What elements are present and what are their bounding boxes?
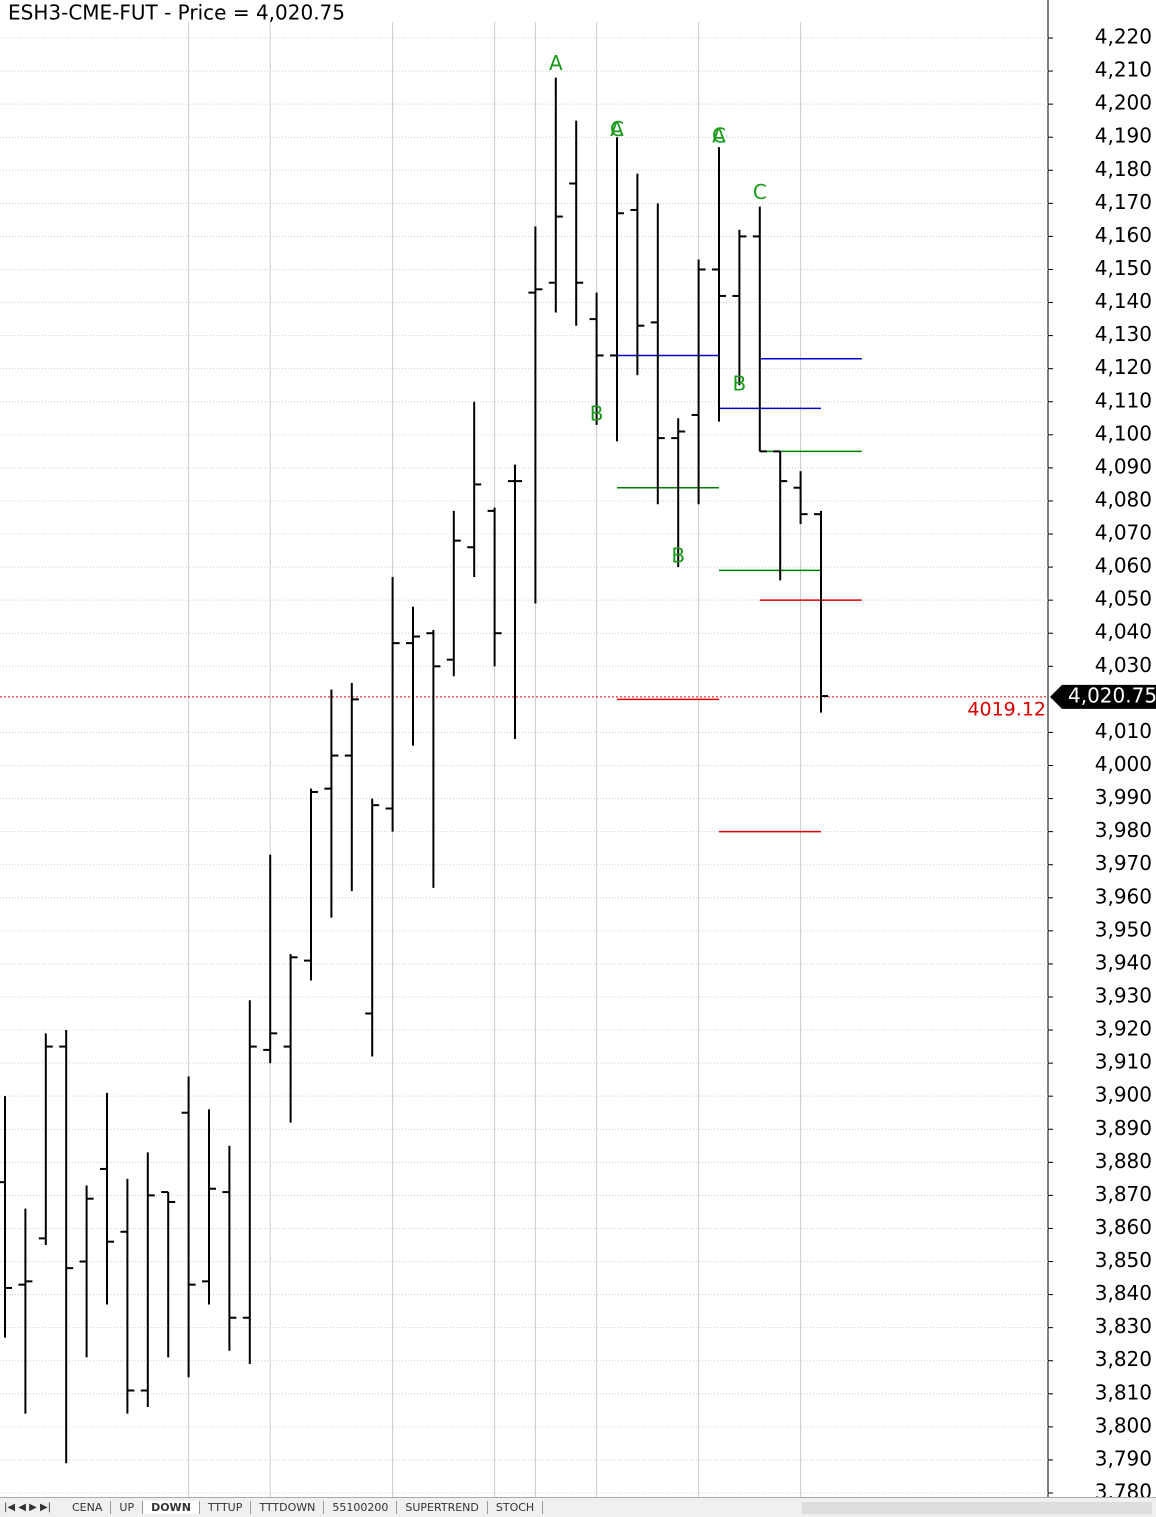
annotation: C [753,180,767,204]
y-tick-label: 3,780 [1095,1480,1152,1498]
y-tick-label: 3,820 [1095,1347,1152,1371]
annotation: C [610,117,624,141]
tab[interactable]: STOCH [488,1501,544,1514]
y-tick-label: 4,070 [1095,521,1152,545]
y-tick-label: 3,840 [1095,1281,1152,1305]
y-tick-label: 3,900 [1095,1083,1152,1107]
tab-nav[interactable]: |◀ ◀ ▶ ▶| [4,1502,52,1513]
annotation: B [733,372,747,396]
y-tick-label: 4,010 [1095,719,1152,743]
y-tick-label: 3,990 [1095,785,1152,809]
tab[interactable]: SUPERTREND [397,1501,488,1514]
tab[interactable]: CENA [64,1501,112,1514]
annotation: C [712,124,726,148]
y-tick-label: 4,220 [1095,25,1152,49]
tab-bar: |◀ ◀ ▶ ▶| CENA UP DOWN TTTUP TTTDOWN 55100200 S… [0,1497,1156,1517]
y-tick-label: 4,030 [1095,653,1152,677]
annotation: B [590,401,604,425]
y-tick-label: 4,120 [1095,355,1152,379]
y-tick-label: 3,880 [1095,1149,1152,1173]
last-price-box [1050,684,1156,709]
y-tick-label: 4,180 [1095,157,1152,181]
y-tick-label: 4,130 [1095,322,1152,346]
y-tick-label: 3,830 [1095,1314,1152,1338]
y-tick-label: 4,080 [1095,487,1152,511]
y-tick-label: 3,910 [1095,1050,1152,1074]
y-tick-label: 3,890 [1095,1116,1152,1140]
tab[interactable]: TTTUP [200,1501,252,1514]
level-note: 4019.12 [967,698,1046,720]
y-tick-label: 3,950 [1095,917,1152,941]
y-tick-label: 3,940 [1095,950,1152,974]
annotation: A [712,124,726,148]
y-tick-label: 4,210 [1095,58,1152,82]
y-tick-label: 3,920 [1095,1017,1152,1041]
tab[interactable]: UP [111,1501,144,1514]
y-tick-label: 3,850 [1095,1248,1152,1272]
y-tick-label: 3,790 [1095,1446,1152,1470]
y-tick-label: 4,150 [1095,256,1152,280]
y-tick-label: 4,140 [1095,289,1152,313]
y-tick-label: 4,110 [1095,388,1152,412]
y-tick-label: 4,100 [1095,421,1152,445]
y-tick-label: 3,870 [1095,1182,1152,1206]
y-tick-label: 4,190 [1095,124,1152,148]
y-tick-label: 4,060 [1095,554,1152,578]
chart-title: ESH3-CME-FUT - Price = 4,020.75 [8,1,345,25]
y-tick-label: 4,090 [1095,454,1152,478]
y-tick-label: 3,860 [1095,1215,1152,1239]
y-tick-label: 4,200 [1095,91,1152,115]
tab[interactable]: DOWN [143,1501,200,1514]
scrollbar[interactable] [802,1501,1152,1514]
y-tick-label: 4,170 [1095,190,1152,214]
annotation: A [610,117,624,141]
y-tick-label: 4,160 [1095,223,1152,247]
y-tick-label: 3,960 [1095,884,1152,908]
y-tick-label: 4,000 [1095,752,1152,776]
y-tick-label: 3,930 [1095,983,1152,1007]
y-tick-label: 3,810 [1095,1380,1152,1404]
y-tick-label: 4,040 [1095,620,1152,644]
y-tick-label: 3,970 [1095,851,1152,875]
tab[interactable]: TTTDOWN [251,1501,325,1514]
annotation: A [549,51,563,75]
tab[interactable]: 55100200 [324,1501,398,1514]
y-tick-label: 4,050 [1095,587,1152,611]
last-price-label: 4,020.75 [1068,683,1156,707]
annotation: B [671,544,685,568]
y-tick-label: 3,980 [1095,818,1152,842]
y-tick-label: 3,800 [1095,1413,1152,1437]
